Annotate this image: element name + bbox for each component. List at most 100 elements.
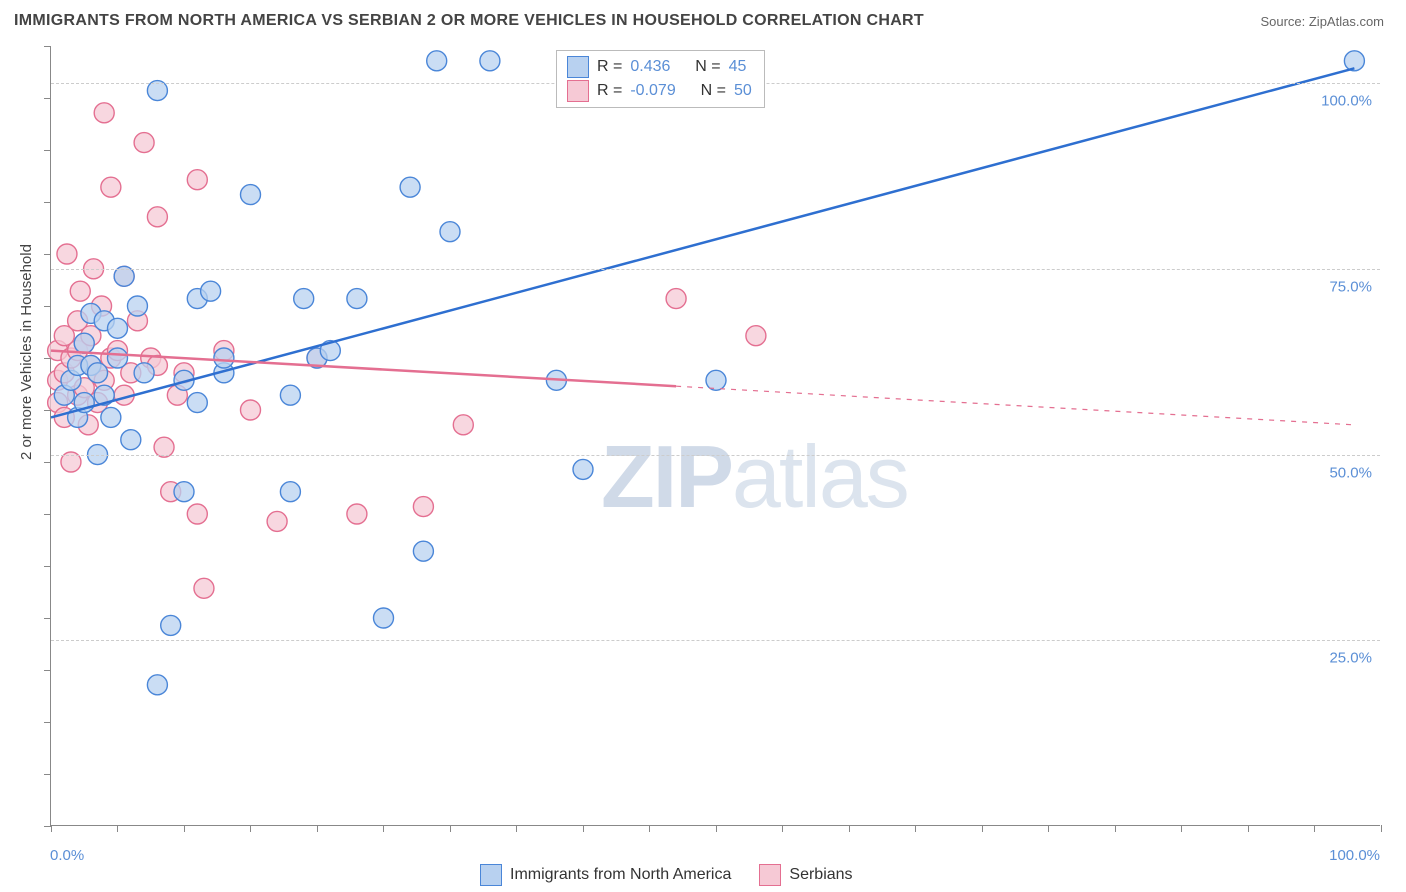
x-tick-mark bbox=[1048, 825, 1049, 832]
y-tick-mark bbox=[44, 150, 51, 151]
scatter-point bbox=[161, 615, 181, 635]
scatter-point bbox=[400, 177, 420, 197]
stats-legend-row: R = -0.079 N = 50 bbox=[567, 79, 752, 103]
x-tick-mark bbox=[915, 825, 916, 832]
scatter-point bbox=[108, 318, 128, 338]
n-label: N = bbox=[701, 79, 726, 103]
x-tick-mark bbox=[782, 825, 783, 832]
grid-line bbox=[51, 640, 1380, 641]
y-axis-label: 2 or more Vehicles in Household bbox=[18, 244, 35, 460]
x-tick-mark bbox=[649, 825, 650, 832]
y-tick-mark bbox=[44, 254, 51, 255]
x-tick-mark bbox=[1381, 825, 1382, 832]
scatter-point bbox=[187, 393, 207, 413]
legend-label: Immigrants from North America bbox=[510, 866, 731, 884]
scatter-point bbox=[94, 103, 114, 123]
x-tick-mark bbox=[716, 825, 717, 832]
plot-area: ZIPatlas 25.0%50.0%75.0%100.0% bbox=[50, 46, 1380, 826]
scatter-point bbox=[214, 348, 234, 368]
scatter-point bbox=[147, 675, 167, 695]
y-tick-mark bbox=[44, 618, 51, 619]
grid-line bbox=[51, 455, 1380, 456]
r-label: R = bbox=[597, 79, 622, 103]
bottom-legend-item: Immigrants from North America bbox=[480, 864, 731, 886]
x-tick-mark bbox=[982, 825, 983, 832]
scatter-point bbox=[280, 385, 300, 405]
legend-swatch-series2 bbox=[759, 864, 781, 886]
source-attribution: Source: ZipAtlas.com bbox=[1260, 14, 1384, 29]
scatter-point bbox=[241, 400, 261, 420]
scatter-point bbox=[187, 504, 207, 524]
scatter-point bbox=[147, 207, 167, 227]
scatter-point bbox=[294, 289, 314, 309]
x-tick-mark bbox=[1314, 825, 1315, 832]
scatter-point bbox=[374, 608, 394, 628]
scatter-point bbox=[241, 185, 261, 205]
x-tick-mark bbox=[250, 825, 251, 832]
bottom-legend: Immigrants from North America Serbians bbox=[480, 864, 853, 886]
y-tick-mark bbox=[44, 566, 51, 567]
legend-swatch-series1 bbox=[567, 56, 589, 78]
y-tick-mark bbox=[44, 410, 51, 411]
x-tick-mark bbox=[450, 825, 451, 832]
y-tick-mark bbox=[44, 358, 51, 359]
scatter-point bbox=[187, 170, 207, 190]
x-tick-mark bbox=[1181, 825, 1182, 832]
y-tick-mark bbox=[44, 670, 51, 671]
scatter-point bbox=[88, 363, 108, 383]
scatter-point bbox=[101, 177, 121, 197]
bottom-legend-item: Serbians bbox=[759, 864, 852, 886]
scatter-point bbox=[413, 497, 433, 517]
y-tick-mark bbox=[44, 826, 51, 827]
y-tick-mark bbox=[44, 306, 51, 307]
x-tick-mark bbox=[184, 825, 185, 832]
scatter-point bbox=[121, 430, 141, 450]
x-tick-mark bbox=[1248, 825, 1249, 832]
x-tick-mark bbox=[1115, 825, 1116, 832]
x-tick-mark bbox=[317, 825, 318, 832]
chart-svg bbox=[51, 46, 1380, 825]
y-tick-mark bbox=[44, 98, 51, 99]
y-tick-label: 100.0% bbox=[1321, 93, 1372, 110]
scatter-point bbox=[127, 296, 147, 316]
x-tick-mark bbox=[383, 825, 384, 832]
x-tick-left: 0.0% bbox=[50, 847, 84, 864]
scatter-point bbox=[480, 51, 500, 71]
scatter-point bbox=[413, 541, 433, 561]
scatter-point bbox=[666, 289, 686, 309]
scatter-point bbox=[453, 415, 473, 435]
scatter-point bbox=[1344, 51, 1364, 71]
scatter-point bbox=[440, 222, 460, 242]
scatter-point bbox=[280, 482, 300, 502]
scatter-point bbox=[70, 281, 90, 301]
x-tick-right: 100.0% bbox=[1329, 847, 1380, 864]
scatter-point bbox=[201, 281, 221, 301]
legend-swatch-series1 bbox=[480, 864, 502, 886]
grid-line bbox=[51, 269, 1380, 270]
scatter-point bbox=[134, 363, 154, 383]
r-value-series2: -0.079 bbox=[630, 79, 675, 103]
scatter-point bbox=[746, 326, 766, 346]
y-tick-mark bbox=[44, 202, 51, 203]
y-tick-mark bbox=[44, 722, 51, 723]
x-tick-mark bbox=[117, 825, 118, 832]
trend-line bbox=[51, 68, 1354, 417]
n-value-series2: 50 bbox=[734, 79, 752, 103]
x-tick-mark bbox=[516, 825, 517, 832]
legend-label: Serbians bbox=[789, 866, 852, 884]
x-tick-mark bbox=[849, 825, 850, 832]
r-label: R = bbox=[597, 55, 622, 79]
y-tick-label: 75.0% bbox=[1329, 278, 1372, 295]
scatter-point bbox=[174, 482, 194, 502]
y-tick-mark bbox=[44, 46, 51, 47]
y-tick-mark bbox=[44, 514, 51, 515]
stats-legend: R = 0.436 N = 45 R = -0.079 N = 50 bbox=[556, 50, 765, 108]
scatter-point bbox=[194, 578, 214, 598]
scatter-point bbox=[427, 51, 447, 71]
scatter-point bbox=[74, 333, 94, 353]
scatter-point bbox=[573, 459, 593, 479]
scatter-point bbox=[706, 370, 726, 390]
n-label: N = bbox=[695, 55, 720, 79]
n-value-series1: 45 bbox=[729, 55, 747, 79]
r-value-series1: 0.436 bbox=[630, 55, 670, 79]
